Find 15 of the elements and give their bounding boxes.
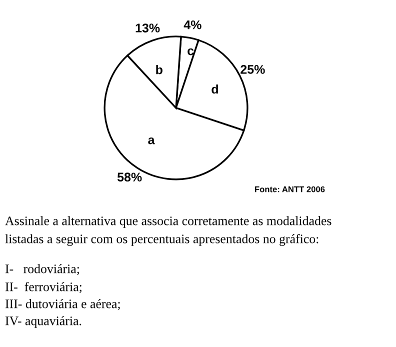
slice-label: d bbox=[212, 84, 218, 94]
data-label: 4% bbox=[184, 20, 202, 30]
data-label: 58% bbox=[117, 172, 142, 182]
slice-label: b bbox=[156, 65, 162, 74]
source-note: Fonte: ANTT 2006 bbox=[255, 186, 325, 192]
text: Assinale a alternativa que associa corretamente as modalidades bbox=[5, 216, 332, 228]
text: IV- aquaviária. bbox=[5, 316, 82, 328]
text: I- rodoviária; bbox=[5, 264, 79, 276]
slice-label: c bbox=[188, 48, 194, 56]
data-label: 25% bbox=[240, 64, 265, 74]
slice-label: a bbox=[148, 137, 155, 144]
text: III- dutoviária e aérea; bbox=[5, 299, 120, 310]
text: listadas a seguir com os percentuais apresentados no gráfico: bbox=[5, 234, 318, 246]
data-label: 13% bbox=[136, 24, 160, 32]
text: II- ferroviária; bbox=[5, 282, 82, 294]
